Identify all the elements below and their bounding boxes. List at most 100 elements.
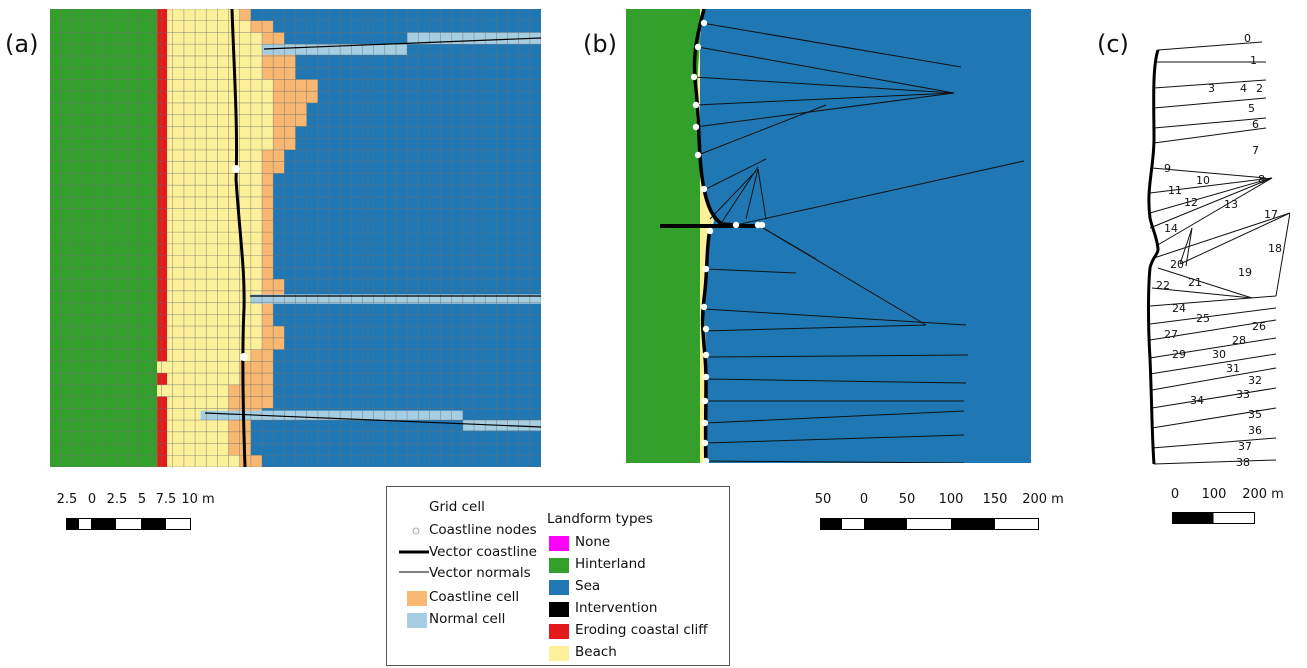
cliff-cell	[157, 161, 168, 174]
hinterland-cell-row	[50, 126, 158, 139]
normal-cell	[262, 44, 408, 55]
scalebar-a-tick: 0	[87, 492, 97, 507]
beach-swatch	[549, 646, 569, 661]
cliff-cell	[157, 349, 168, 362]
coastline-node	[232, 165, 240, 173]
beach-cell-row	[167, 196, 263, 210]
legend-label: Coastline nodes	[429, 522, 537, 538]
vector-normal	[1149, 307, 1277, 325]
hinterland-cell-row	[50, 337, 158, 351]
sea-cell-row	[262, 455, 541, 467]
beach-cell-row	[167, 79, 274, 92]
normal-number: 10	[1196, 174, 1210, 187]
coastline-node	[690, 73, 698, 81]
panel-label-b: (b)	[583, 30, 617, 58]
landform-label: Hinterland	[575, 556, 646, 572]
coastline-node	[700, 19, 708, 27]
vector-normal	[204, 412, 541, 428]
sea-swatch	[549, 580, 569, 595]
scalebar-c-tick: 200 m	[1242, 487, 1284, 502]
hinterland-cell-row	[50, 114, 158, 127]
vector-normal	[695, 92, 955, 106]
cliff-cell	[157, 384, 168, 398]
cliff-cell	[157, 196, 168, 210]
beach-cell-row	[167, 373, 240, 386]
beach-cell-row	[167, 302, 263, 315]
normal-number: 7	[1252, 144, 1259, 157]
vector-normal	[1149, 177, 1273, 194]
coastline-node	[700, 185, 708, 193]
coastline-node	[702, 351, 710, 359]
vector-normal	[1153, 127, 1267, 144]
vector-normal	[1153, 212, 1290, 259]
intervention-swatch	[549, 602, 569, 617]
beach-cell-row	[167, 255, 263, 268]
coastline-node	[701, 419, 709, 427]
normal-number: 4	[1240, 82, 1247, 95]
vector-normal	[1185, 227, 1193, 267]
hinterland-cell-row	[50, 302, 158, 315]
normal-number: 36	[1248, 424, 1262, 437]
cliff-cell	[157, 79, 168, 92]
cliff-cell	[157, 267, 168, 280]
normal-number: 33	[1236, 388, 1250, 401]
coastline-node	[694, 151, 702, 159]
vector-coastline	[692, 9, 737, 463]
beach-cell-row	[167, 431, 229, 445]
coastline-node	[692, 123, 700, 131]
sea-cell-row	[284, 161, 541, 174]
coastline-cell	[262, 243, 274, 257]
vector-normal	[1151, 437, 1277, 449]
coastline-cell	[262, 196, 274, 210]
normal-number: 8	[1258, 173, 1265, 186]
normal-number: 12	[1184, 196, 1198, 209]
scalebar-c	[1172, 512, 1255, 524]
hinterland-cell-row	[50, 102, 158, 116]
beach-cell-row	[167, 44, 263, 57]
hinterland-cell-row	[50, 55, 158, 69]
coastline-cell	[239, 9, 251, 22]
vector-normal	[1151, 367, 1277, 391]
vector-normal	[1153, 97, 1267, 109]
hinterland-cell-row	[50, 220, 158, 233]
vector-normal	[704, 410, 965, 424]
sea-cell-row	[284, 149, 541, 163]
hinterland-cell-row	[50, 196, 158, 210]
vector-normal	[1157, 41, 1263, 51]
cliff-cell	[157, 290, 168, 304]
normal-number: 13	[1224, 198, 1238, 211]
hinterland-swatch	[549, 558, 569, 573]
beach-cell-row	[167, 114, 274, 127]
legend: Grid cell Coastline nodes Vector coastli…	[386, 486, 730, 666]
cliff-cell	[157, 20, 168, 33]
normal-number: 27	[1164, 328, 1178, 341]
cliff-cell	[157, 361, 168, 374]
coastline-cell-swatch	[407, 591, 427, 606]
cliff-cell	[157, 126, 168, 139]
beach-cell-row	[167, 173, 263, 186]
vector-normal	[704, 434, 965, 444]
none-swatch	[549, 536, 569, 551]
vector-normal	[695, 92, 955, 128]
coastline-cell	[262, 173, 274, 186]
scalebar-a	[66, 518, 191, 530]
scalebar-a-tick: 5	[137, 492, 147, 507]
normal-number: 11	[1168, 184, 1182, 197]
hinterland-cell-row	[50, 32, 158, 45]
scalebar-b-tick: 200 m	[1022, 492, 1064, 507]
scalebar-b-tick: 0	[859, 492, 869, 507]
vector-normal	[1153, 459, 1277, 465]
normal-number: 26	[1252, 320, 1266, 333]
beach-cell-row	[167, 337, 263, 351]
hinterland-cell-row	[50, 161, 158, 174]
normal-number: 17	[1264, 208, 1278, 221]
cliff-cell	[157, 279, 168, 292]
cliff-cell	[157, 55, 168, 69]
cliff-cell	[157, 149, 168, 163]
coastline-node	[692, 101, 700, 109]
beach-cell-row	[167, 232, 263, 245]
sea-cell-row	[306, 102, 541, 116]
vector-normal	[697, 104, 827, 156]
coastline-cell	[273, 102, 307, 116]
normal-number: 0	[1244, 32, 1251, 45]
